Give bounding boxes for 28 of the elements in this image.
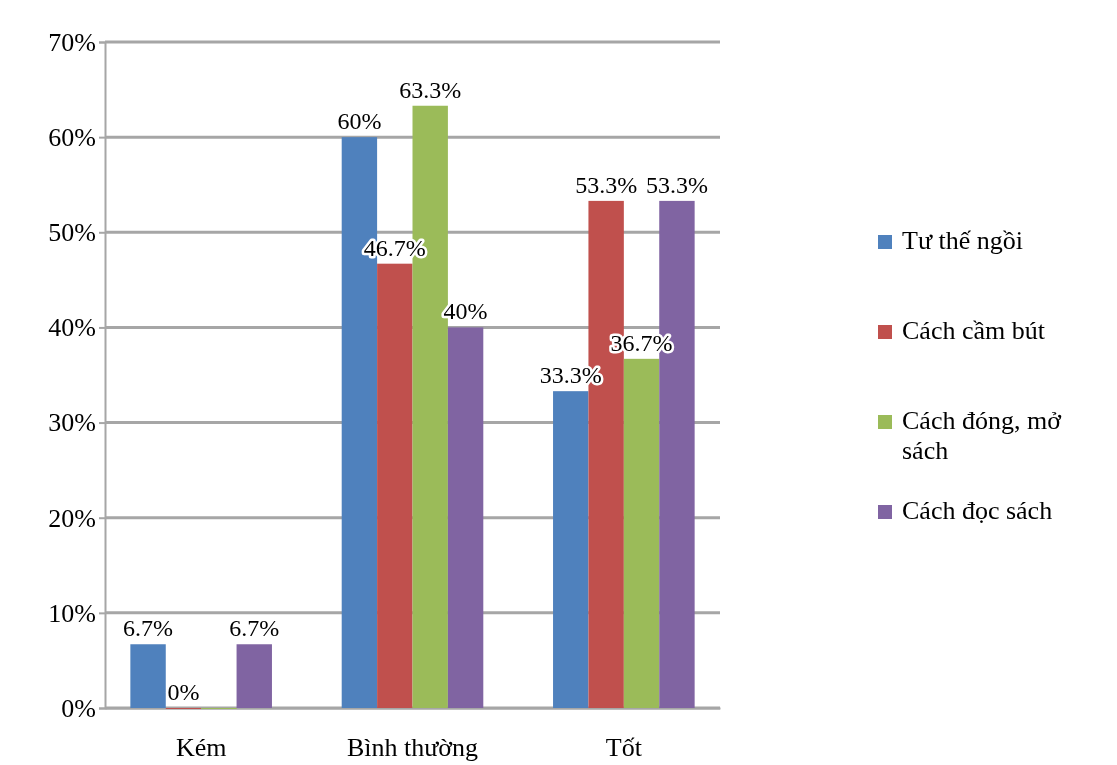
y-tick-label: 20% — [48, 503, 96, 533]
y-tick-label: 0% — [61, 693, 96, 723]
bar — [377, 263, 413, 708]
y-tick-label: 60% — [48, 122, 96, 152]
data-label: 6.7% — [123, 615, 174, 642]
y-tick-label: 70% — [48, 27, 96, 57]
legend-label: Cách đọc sách — [902, 495, 1053, 525]
y-tick-label: 40% — [48, 313, 96, 343]
y-tick-label: 50% — [48, 218, 96, 248]
data-label: 53.3% — [645, 171, 708, 198]
x-tick-label: Tốt — [605, 733, 643, 763]
bar — [623, 358, 660, 708]
bar — [130, 644, 166, 708]
legend-label: Cách cầm bút — [902, 315, 1046, 345]
data-label: 6.7% — [229, 615, 280, 642]
data-label: 0% — [167, 679, 200, 705]
bar — [447, 327, 484, 708]
bar — [236, 644, 272, 708]
y-tick-label: 10% — [48, 598, 96, 628]
data-label: 60% — [337, 108, 382, 135]
bar — [553, 391, 589, 708]
x-tick-label: Kém — [175, 733, 227, 763]
legend-label: Tư thế ngồi — [902, 225, 1023, 255]
data-label: 53.3% — [575, 171, 638, 198]
x-tick-label: Bình thường — [346, 733, 479, 763]
legend-label: Cách đóng, mở sách — [902, 405, 1063, 465]
y-tick-label: 30% — [48, 408, 96, 438]
data-label: 63.3% — [399, 76, 462, 103]
